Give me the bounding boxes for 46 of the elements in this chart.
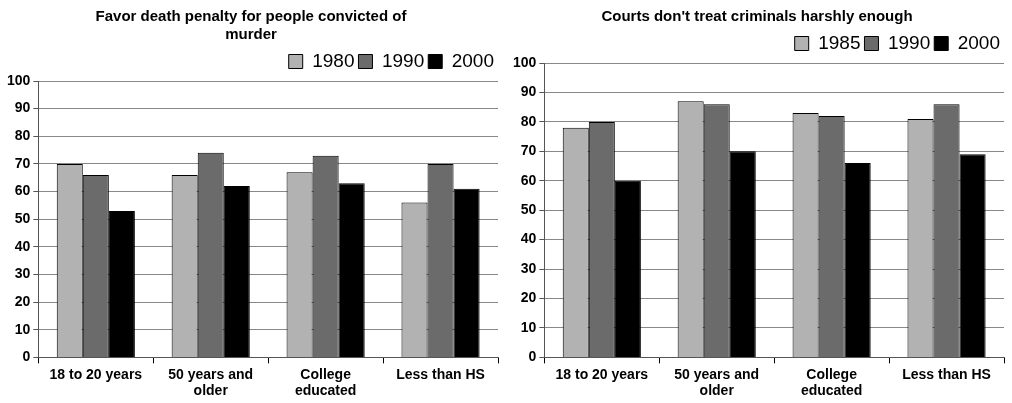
legend-label: 1990 [887, 31, 931, 53]
bar [614, 180, 641, 357]
y-tick-label: 100 [7, 71, 31, 88]
y-tick-label: 0 [22, 348, 31, 365]
bar [453, 188, 480, 357]
y-tick-label: 10 [14, 320, 31, 337]
x-tick-label: Less than HS [902, 365, 991, 382]
bar [729, 151, 756, 357]
bar [338, 183, 365, 357]
legend-label: 1985 [818, 31, 861, 53]
legend-label: 2000 [957, 31, 1001, 53]
y-tick-label: 20 [14, 292, 31, 309]
chart-title: Favor death penalty for people convicted of murder [95, 7, 408, 43]
bar [844, 163, 871, 357]
x-tick-label: 18 to 20 years [555, 365, 649, 382]
bar [959, 154, 986, 357]
y-tick-label: 100 [513, 53, 537, 70]
y-tick-label: 60 [14, 182, 31, 199]
x-tick-label: 50 years and older [674, 365, 760, 399]
y-tick-label: 90 [520, 83, 537, 100]
y-tick-label: 80 [14, 127, 31, 144]
y-tick-label: 50 [14, 210, 31, 227]
y-tick-label: 70 [520, 142, 537, 159]
y-tick-label: 70 [14, 154, 31, 171]
legend-label: 1980 [312, 49, 355, 71]
y-tick-label: 20 [520, 289, 537, 306]
bar [108, 210, 135, 357]
y-tick-label: 80 [520, 112, 537, 129]
y-tick-label: 40 [520, 230, 537, 247]
y-tick-label: 10 [520, 318, 537, 335]
y-tick-label: 90 [14, 99, 31, 116]
chart-title: Courts don't treat criminals harshly enough [601, 7, 913, 25]
y-tick-label: 0 [528, 348, 537, 365]
x-tick-label: 50 years and older [168, 365, 254, 399]
x-tick-label: College educated [800, 365, 863, 399]
legend-label: 2000 [451, 49, 495, 71]
y-tick-label: 30 [14, 265, 31, 282]
x-tick-label: College educated [294, 365, 357, 399]
y-tick-label: 30 [520, 259, 537, 276]
y-tick-label: 50 [520, 201, 537, 218]
legend-label: 1990 [381, 49, 425, 71]
bar [223, 186, 250, 357]
y-tick-label: 60 [520, 171, 537, 188]
x-tick-label: 18 to 20 years [49, 365, 143, 382]
y-tick-label: 40 [14, 237, 31, 254]
x-tick-label: Less than HS [396, 365, 485, 382]
